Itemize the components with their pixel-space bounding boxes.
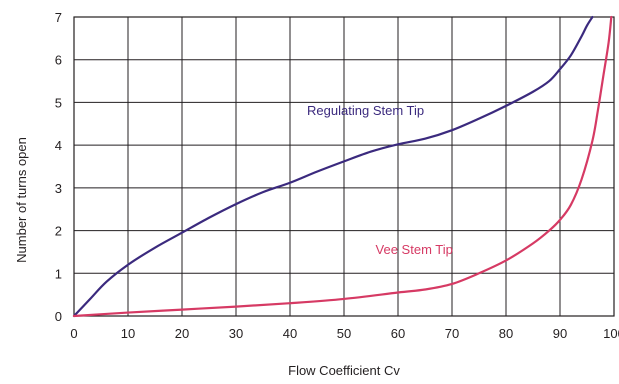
series-label-0: Regulating Stem Tip [307,103,424,118]
y-tick-label: 0 [55,309,62,324]
y-tick-label: 7 [55,10,62,25]
x-tick-label: 30 [229,326,243,341]
y-tick-label: 1 [55,266,62,281]
x-tick-label: 90 [553,326,567,341]
y-axis-label: Number of turns open [14,137,29,263]
x-tick-label: 0 [70,326,77,341]
x-tick-label: 10 [121,326,135,341]
x-tick-label: 80 [499,326,513,341]
y-tick-label: 6 [55,53,62,68]
series-label-1: Vee Stem Tip [376,242,453,257]
tick-labels: 0 10 20 30 40 50 60 70 80 90 100 0 1 2 3 4 5 6 7 [55,10,619,341]
series-lines [72,15,613,318]
x-tick-label: 60 [391,326,405,341]
y-tick-label: 3 [55,181,62,196]
grid-lines [73,16,615,317]
x-axis-label: Flow Coefficient Cv [288,363,400,378]
annotations: Regulating Stem Tip Vee Stem Tip [307,103,453,257]
y-tick-label: 5 [55,95,62,110]
x-tick-label: 40 [283,326,297,341]
y-tick-label: 2 [55,224,62,239]
series-line-regulating-stem-tip [72,15,594,318]
plot-frame [73,16,615,317]
series-line-vee-stem-tip [72,15,613,318]
y-tick-label: 4 [55,138,62,153]
x-tick-label: 50 [337,326,351,341]
x-tick-label: 100 [603,326,619,341]
x-tick-label: 70 [445,326,459,341]
x-tick-label: 20 [175,326,189,341]
